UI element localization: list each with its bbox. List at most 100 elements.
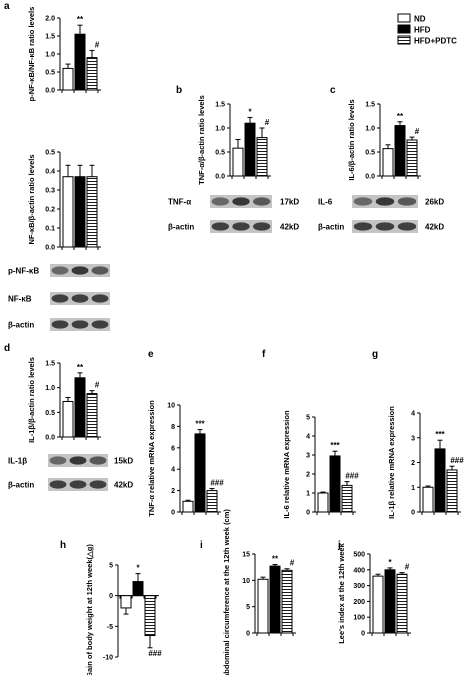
- y-tick-label: 0: [361, 631, 365, 638]
- blot-row-label: β-actin: [318, 223, 344, 232]
- blot-band: [49, 456, 67, 465]
- y-tick-label: 400: [353, 567, 365, 574]
- significance-label: ###: [148, 649, 162, 658]
- panel-letter-b: b: [176, 85, 182, 96]
- y-tick-label: 0: [411, 510, 415, 517]
- y-axis-label: IL-6 relative mRNA expression: [282, 410, 291, 519]
- y-tick-label: 4: [306, 434, 310, 441]
- blot-band: [89, 480, 107, 489]
- bar-nd: [62, 400, 74, 438]
- blot-row-label: TNF-α: [168, 198, 191, 207]
- legend-label: ND: [414, 15, 426, 24]
- y-axis-label: IL-1β/β-actin ratio levels: [27, 357, 36, 443]
- bar-nd: [422, 486, 434, 513]
- blot-row-label: IL-1β: [8, 457, 27, 466]
- y-tick-label: 300: [353, 583, 365, 590]
- y-tick-label: 1: [411, 485, 415, 492]
- y-tick-label: 500: [353, 552, 365, 559]
- chart-d: 0.0 0.5 1.0 1.5 ** # IL-1β/β-actin ratio level…: [27, 357, 101, 443]
- blot-kd-label: 17kD: [280, 198, 299, 207]
- blot-band: [397, 222, 417, 231]
- y-tick-label: 0.0: [45, 435, 55, 442]
- y-tick-label: 0.5: [45, 150, 55, 157]
- blot-band: [375, 222, 395, 231]
- blot-band: [211, 197, 230, 206]
- blot-row-label: NF-κB: [8, 295, 32, 304]
- bar-hfd: [394, 125, 406, 177]
- y-tick-label: 2: [411, 460, 415, 467]
- y-tick-label: 8: [171, 424, 175, 431]
- blot-band: [91, 266, 109, 275]
- y-tick-label: 0.3: [45, 188, 55, 195]
- y-tick-label: 1.0: [45, 52, 55, 59]
- y-tick-label: 0: [246, 631, 250, 638]
- y-tick-label: 1.0: [215, 126, 225, 133]
- y-tick-label: 0.5: [215, 150, 225, 157]
- panel-letter-i: i: [200, 540, 203, 551]
- y-tick-label: 5: [109, 563, 113, 570]
- blot-band: [89, 456, 107, 465]
- chart-j: 0 100 200 300 400 500 * # Lee's index at the 12t…: [337, 542, 411, 644]
- y-tick-label: 2: [171, 488, 175, 495]
- y-tick-label: 6: [171, 445, 175, 452]
- y-tick-label: 1.5: [215, 102, 225, 109]
- y-tick-label: 0.0: [45, 245, 55, 252]
- bar-hfd-pdtc: [341, 484, 353, 513]
- western-blot-b: TNF-α 17kD β-actin 42kD: [168, 195, 299, 233]
- legend-label: HFD+PDTC: [414, 37, 457, 46]
- bar-nd: [120, 595, 132, 609]
- y-axis-label: NF-κB/β-actin ratio levels: [27, 154, 36, 244]
- blot-band: [91, 320, 109, 329]
- blot-band: [353, 197, 373, 206]
- y-tick-label: 0.0: [215, 174, 225, 181]
- bar-nd: [317, 492, 329, 513]
- blot-kd-label: 42kD: [114, 481, 133, 490]
- blot-band: [49, 480, 67, 489]
- y-tick-label: 2: [306, 472, 310, 479]
- y-tick-label: 4: [411, 411, 415, 418]
- y-axis-label: abdominal circumference at the 12th week…: [222, 509, 231, 675]
- panel-letter-g: g: [372, 349, 378, 360]
- bar-hfd: [74, 176, 86, 248]
- significance-label: ***: [435, 430, 445, 439]
- blot-band: [71, 320, 89, 329]
- significance-label: **: [397, 112, 404, 121]
- y-axis-label: IL-1β relative mRNA expression: [387, 406, 396, 519]
- y-axis-label: Lee's index at the 12th week: [337, 542, 346, 643]
- bar-hfd-pdtc: [396, 573, 408, 634]
- bar-hfd: [132, 581, 144, 597]
- y-tick-label: 3: [411, 435, 415, 442]
- y-tick-label: -10: [103, 655, 113, 662]
- y-tick-label: 4: [171, 467, 175, 474]
- blot-band: [69, 456, 87, 465]
- significance-label: #: [415, 127, 420, 136]
- significance-label: **: [77, 15, 84, 24]
- bar-hfd: [194, 433, 206, 513]
- bar-nd: [62, 67, 74, 91]
- bar-hfd: [269, 565, 281, 634]
- significance-label: *: [248, 107, 252, 116]
- legend: ND HFD HFD+PDTC: [397, 13, 457, 46]
- chart-h: -10 -5 0 5 * ### Gain of body weight at 12th w…: [85, 544, 162, 675]
- y-tick-label: 0.5: [365, 150, 375, 157]
- bar-hfd-pdtc: [406, 139, 418, 177]
- y-tick-label: 1.0: [45, 385, 55, 392]
- blot-row-label: β-actin: [8, 481, 34, 490]
- y-tick-label: 0.0: [45, 88, 55, 95]
- chart-b: 0.0 0.5 1.0 1.5 * # TNF-α/β-actin ratio levels: [197, 95, 271, 185]
- bar-hfd-pdtc: [281, 569, 293, 634]
- bar-nd: [232, 147, 244, 177]
- y-axis-label: p-NF-κB/NF-κB ratio levels: [27, 7, 36, 102]
- y-axis-label: TNF-α/β-actin ratio levels: [197, 95, 206, 185]
- significance-label: #: [95, 381, 100, 390]
- blot-kd-label: 42kD: [425, 223, 444, 232]
- chart-i: 0 5 10 15 ** # abdominal circumference at the …: [222, 509, 296, 675]
- y-axis-label: Gain of body weight at 12th week(△g): [85, 544, 94, 675]
- blot-band: [232, 222, 250, 231]
- y-tick-label: 0.5: [45, 410, 55, 417]
- y-axis-label: TNF-α relative mRNA expression: [147, 400, 156, 517]
- y-tick-label: 0.5: [45, 70, 55, 77]
- panel-letter-e: e: [148, 349, 154, 360]
